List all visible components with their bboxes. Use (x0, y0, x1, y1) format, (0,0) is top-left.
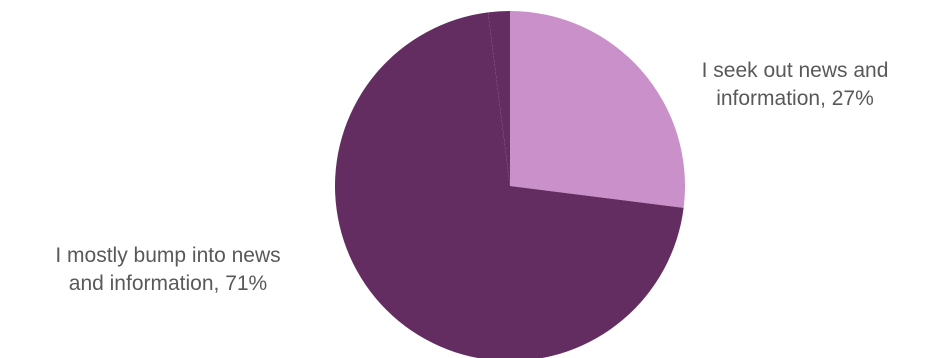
slice-label-bump-into: I mostly bump into news and information,… (0, 242, 336, 298)
pie-slice-seek-out (510, 11, 685, 208)
slice-label-seek-out: I seek out news and information, 27% (660, 57, 929, 113)
pie-slice-other (488, 11, 510, 186)
slice-label-seek-out-line-2: information, 27% (716, 87, 874, 110)
pie-slice-bump-into (334, 12, 684, 358)
slice-label-bump-into-line-1: I mostly bump into news (55, 244, 281, 267)
slice-label-seek-out-line-1: I seek out news and (701, 59, 889, 82)
slice-label-bump-into-line-2: and information, 71% (68, 272, 268, 295)
